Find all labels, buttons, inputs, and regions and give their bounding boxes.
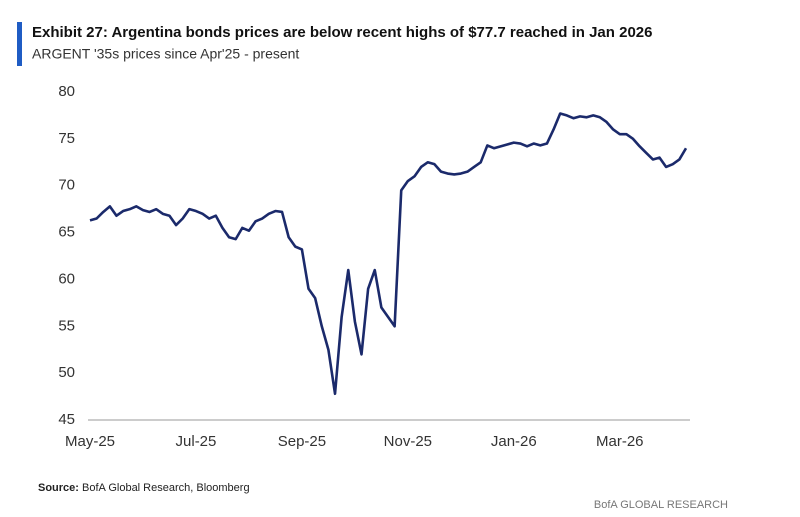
source-label: Source: <box>38 482 79 494</box>
x-tick-label: Jul-25 <box>176 433 217 450</box>
footer: BofA GLOBAL RESEARCH <box>594 499 728 511</box>
chart-subtitle: ARGENT '35s prices since Apr'25 - presen… <box>32 46 299 62</box>
y-tick-label: 65 <box>58 224 75 241</box>
y-tick-label: 80 <box>58 83 75 100</box>
chart-title: Exhibit 27: Argentina bonds prices are b… <box>32 24 652 41</box>
y-tick-label: 60 <box>58 270 75 287</box>
x-tick-label: Sep-25 <box>278 433 326 450</box>
title-accent <box>17 22 22 66</box>
y-tick-label: 75 <box>58 130 75 147</box>
x-tick-label: Jan-26 <box>491 433 537 450</box>
x-tick-label: Mar-26 <box>596 433 644 450</box>
y-tick-label: 55 <box>58 317 75 334</box>
source: Source: BofA Global Research, Bloomberg <box>38 482 250 494</box>
y-tick-label: 70 <box>58 177 75 194</box>
line-series <box>89 112 688 396</box>
source-text: BofA Global Research, Bloomberg <box>82 482 250 494</box>
y-tick-label: 50 <box>58 364 75 381</box>
x-tick-label: Nov-25 <box>384 433 432 450</box>
y-tick-label: 45 <box>58 411 75 428</box>
x-tick-label: May-25 <box>65 433 115 450</box>
